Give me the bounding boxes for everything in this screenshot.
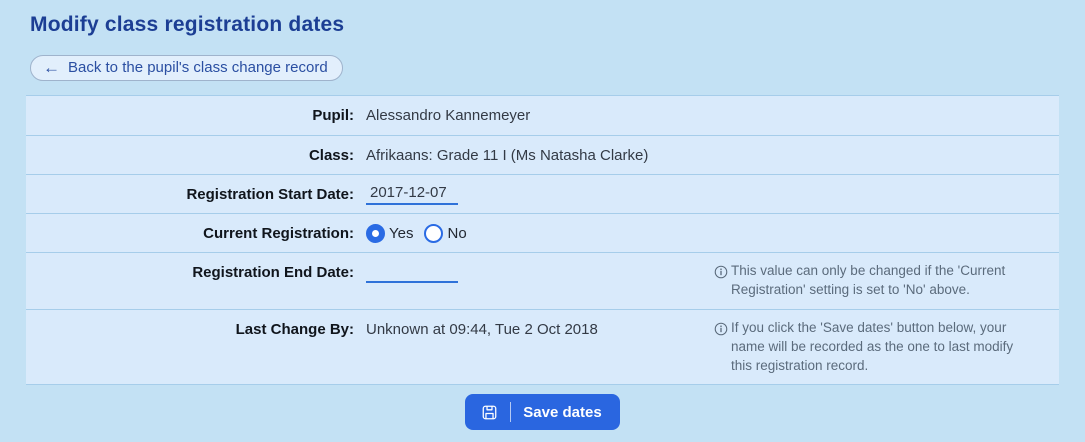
registration-form: Pupil: Alessandro Kannemeyer Class: Afri… xyxy=(26,95,1059,386)
registration-end-date-note: This value can only be changed if the 'C… xyxy=(714,262,1059,300)
current-registration-label: Current Registration: xyxy=(203,224,354,242)
back-arrow-icon: ← xyxy=(43,58,60,77)
class-label: Class: xyxy=(308,146,354,164)
save-dates-button[interactable]: Save dates xyxy=(465,394,620,431)
radio-yes-label: Yes xyxy=(389,224,414,242)
pupil-label: Pupil: xyxy=(312,107,354,124)
back-button[interactable]: ← Back to the pupil's class change recor… xyxy=(30,55,343,81)
radio-option-no[interactable]: No xyxy=(424,223,467,243)
row-class: Class: Afrikaans: Grade 11 I (Ms Natasha… xyxy=(26,135,1059,174)
save-icon xyxy=(482,405,497,420)
pupil-value: Alessandro Kannemeyer xyxy=(366,107,531,124)
last-change-by-value: Unknown at 09:44, Tue 2 Oct 2018 xyxy=(366,320,598,338)
registration-end-date-label: Registration End Date: xyxy=(192,264,354,281)
radio-no-icon[interactable] xyxy=(424,223,444,243)
last-change-by-note: If you click the 'Save dates' button bel… xyxy=(714,319,1059,376)
last-change-by-label: Last Change By: xyxy=(235,320,354,338)
registration-start-date-label: Registration Start Date: xyxy=(186,185,354,203)
row-pupil: Pupil: Alessandro Kannemeyer xyxy=(26,96,1059,135)
info-icon xyxy=(714,322,728,336)
last-change-by-note-text: If you click the 'Save dates' button bel… xyxy=(731,319,1014,373)
page: Modify class registration dates ← Back t… xyxy=(0,13,1085,431)
button-divider xyxy=(510,402,512,423)
registration-end-date-input[interactable] xyxy=(366,262,458,283)
current-registration-radio-group: Yes No xyxy=(366,223,704,243)
class-value: Afrikaans: Grade 11 I (Ms Natasha Clarke… xyxy=(366,146,649,164)
row-current-registration: Current Registration: Yes No xyxy=(26,213,1059,252)
radio-no-label: No xyxy=(447,224,467,242)
radio-option-yes[interactable]: Yes xyxy=(366,223,414,243)
registration-end-date-note-text: This value can only be changed if the 'C… xyxy=(731,263,1006,297)
registration-start-date-input[interactable] xyxy=(366,183,458,205)
radio-yes-icon[interactable] xyxy=(366,223,385,243)
row-registration-end-date: Registration End Date: This value can on… xyxy=(26,252,1059,309)
row-last-change-by: Last Change By: Unknown at 09:44, Tue 2 … xyxy=(26,308,1059,385)
back-button-label: Back to the pupil's class change record xyxy=(68,59,328,76)
row-registration-start-date: Registration Start Date: xyxy=(26,174,1059,213)
actions-bar: Save dates xyxy=(0,394,1085,431)
page-title: Modify class registration dates xyxy=(30,13,345,36)
save-dates-label: Save dates xyxy=(523,403,602,421)
info-icon xyxy=(714,265,728,279)
